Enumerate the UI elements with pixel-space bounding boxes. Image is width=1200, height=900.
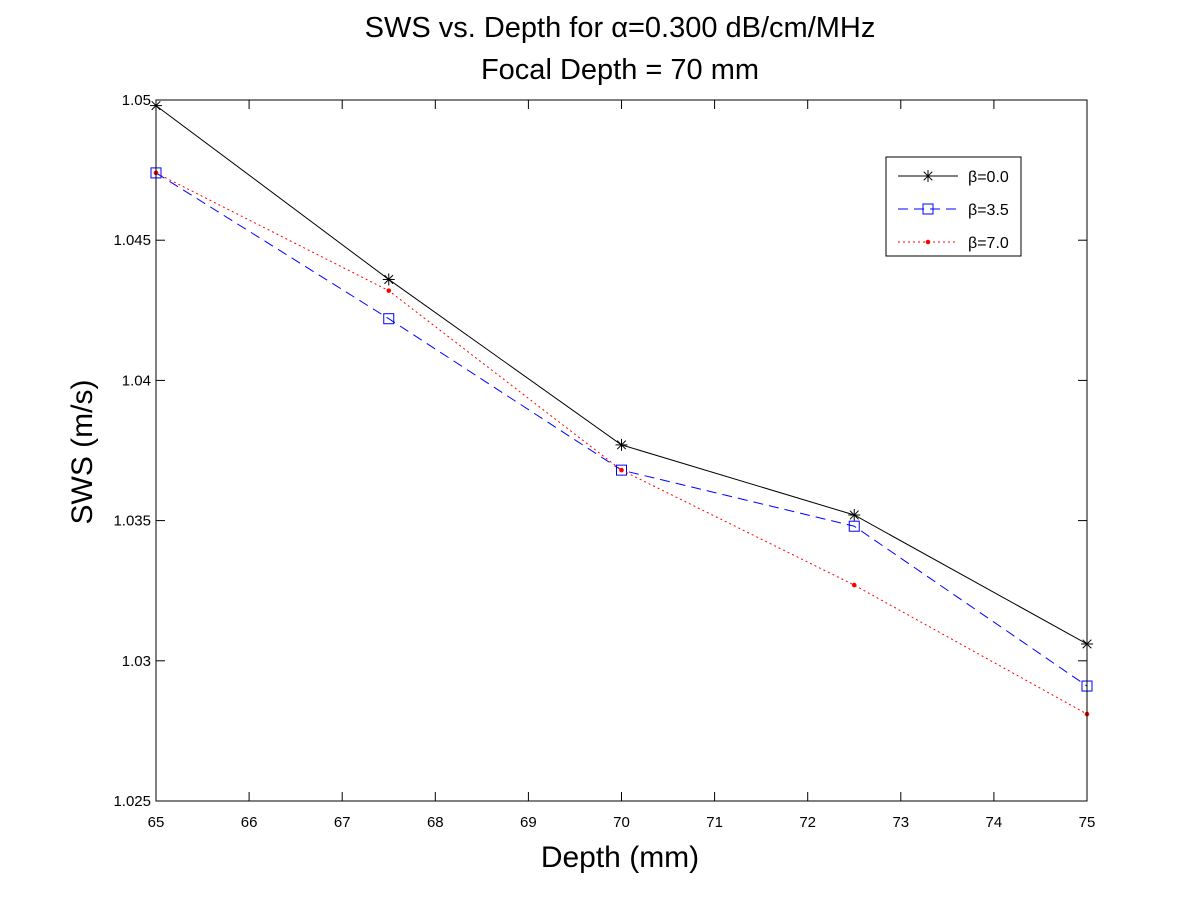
x-tick-label: 65 xyxy=(148,814,165,831)
x-tick-label: 71 xyxy=(706,814,723,831)
data-point xyxy=(848,508,861,521)
legend-label: β=3.5 xyxy=(968,202,1009,219)
data-point xyxy=(382,273,395,286)
data-point xyxy=(615,438,628,451)
x-tick-label: 72 xyxy=(799,814,816,831)
x-axis-label: Depth (mm) xyxy=(541,841,699,874)
legend-marker xyxy=(922,203,934,215)
data-point xyxy=(383,313,395,325)
legend-marker xyxy=(925,239,931,245)
legend-item: β=3.5 xyxy=(898,202,1009,219)
data-point xyxy=(616,464,627,476)
legend-label: β=7.0 xyxy=(968,235,1009,252)
x-tick-label: 67 xyxy=(334,814,351,831)
x-tick-label: 73 xyxy=(892,814,909,831)
legend-item: β=7.0 xyxy=(898,235,1009,252)
x-axis-ticks: 65 66 67 68 69 70 71 72 73 74 75 xyxy=(148,100,1096,831)
y-axis-label: SWS (m/s) xyxy=(66,380,99,525)
chart-subtitle: Focal Depth = 70 mm xyxy=(481,54,759,86)
y-tick-label: 1.025 xyxy=(113,793,151,810)
data-point xyxy=(386,288,392,293)
y-tick-label: 1.03 xyxy=(122,653,151,670)
y-tick-label: 1.045 xyxy=(113,232,151,249)
legend-box xyxy=(885,156,1022,257)
data-point xyxy=(851,582,857,588)
x-tick-label: 69 xyxy=(520,814,537,831)
x-tick-label: 75 xyxy=(1079,814,1096,831)
data-point xyxy=(619,467,624,473)
y-tick-label: 1.05 xyxy=(122,92,151,109)
legend: β=0.0 β=3.5 β=7.0 xyxy=(885,156,1022,257)
x-tick-label: 68 xyxy=(427,814,444,831)
legend-items: β=0.0 β=3.5 β=7.0 xyxy=(898,169,1009,252)
plot-frame xyxy=(155,99,1088,802)
x-tick-label: 70 xyxy=(613,814,630,831)
x-tick-label: 74 xyxy=(986,814,1003,831)
data-point xyxy=(848,520,860,532)
legend-label: β=0.0 xyxy=(968,169,1009,186)
x-tick-label: 66 xyxy=(241,814,258,831)
y-tick-label: 1.04 xyxy=(122,372,151,389)
chart-title: SWS vs. Depth for α=0.300 dB/cm/MHz xyxy=(365,12,876,44)
y-tick-label: 1.035 xyxy=(113,513,151,530)
legend-marker xyxy=(922,170,934,182)
legend-item: β=0.0 xyxy=(898,169,1009,186)
